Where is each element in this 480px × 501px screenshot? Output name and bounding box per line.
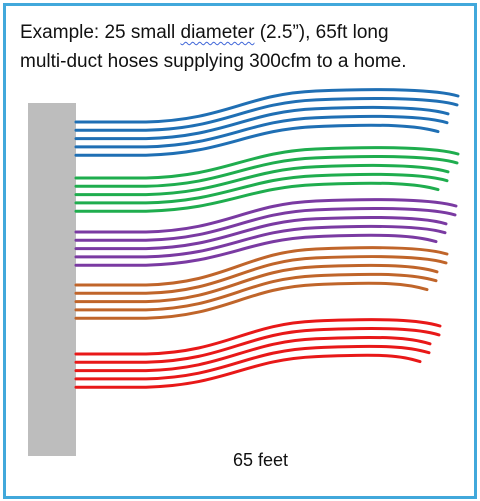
hose-blue-3	[74, 105, 450, 141]
hose-blue-5	[74, 123, 440, 157]
hose-red-2	[74, 327, 441, 364]
caption-spellcheck-word: diameter	[180, 22, 255, 43]
hose-purple-3	[74, 215, 448, 251]
caption-line-2: multi-duct hoses supplying 300cfm to a h…	[20, 51, 407, 72]
hose-red-4	[74, 344, 431, 381]
hose-red-1	[74, 318, 442, 356]
length-label: 65 feet	[233, 450, 289, 470]
hose-red-5	[74, 353, 422, 389]
hose-orange-3	[74, 263, 439, 304]
hose-green-1	[74, 146, 460, 180]
caption: Example: 25 small diameter (2.5”), 65ft …	[20, 18, 460, 76]
hose-orange-1	[74, 246, 449, 287]
hose-bundle	[74, 88, 460, 389]
hose-red-3	[74, 335, 432, 373]
hose-purple-2	[74, 207, 457, 242]
hose-green-4	[74, 172, 449, 205]
hose-purple-4	[74, 224, 447, 259]
hose-blue-4	[74, 114, 449, 149]
hose-orange-4	[74, 272, 438, 312]
caption-line-1: Example: 25 small diameter (2.5”), 65ft …	[20, 22, 389, 43]
hose-purple-1	[74, 198, 458, 234]
plenum-box	[28, 103, 76, 456]
hose-orange-5	[74, 281, 429, 320]
hose-green-5	[74, 181, 440, 213]
hose-purple-5	[74, 233, 438, 267]
hose-green-3	[74, 163, 450, 197]
hose-orange-2	[74, 255, 448, 295]
hose-blue-2	[74, 97, 459, 132]
hose-blue-1	[74, 88, 460, 124]
hose-green-2	[74, 155, 459, 188]
